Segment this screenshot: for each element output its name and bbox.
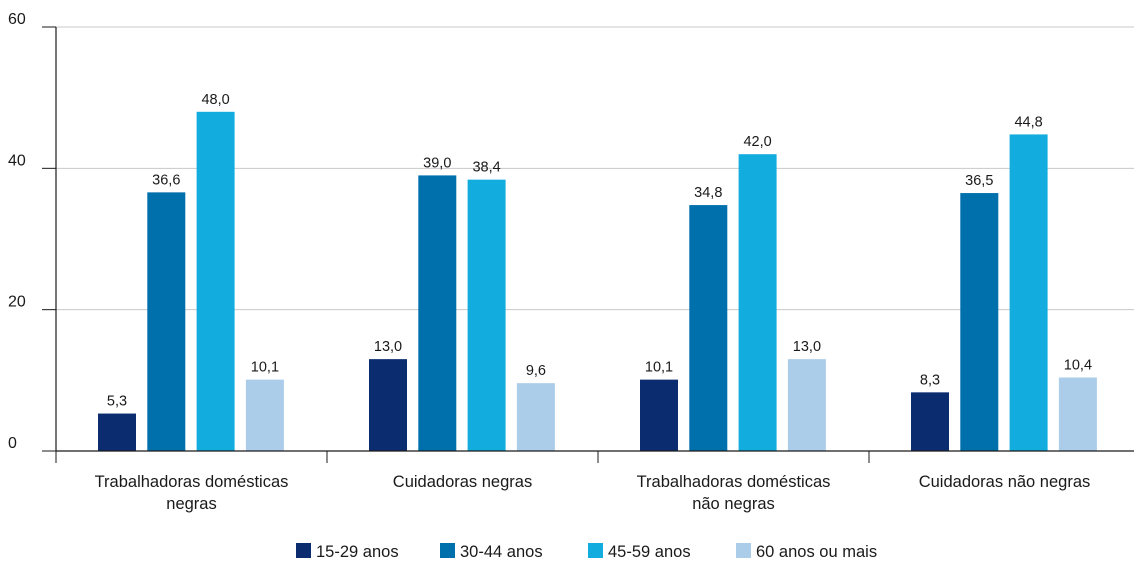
data-label: 13,0 — [374, 339, 402, 355]
bars — [98, 111, 1097, 452]
data-label: 10,1 — [251, 360, 279, 376]
x-tick-label: Trabalhadoras domésticas — [637, 473, 831, 491]
bar — [787, 359, 826, 451]
x-tick-label: Cuidadoras não negras — [919, 473, 1091, 491]
x-tick-label: negras — [166, 495, 216, 513]
legend-swatch — [296, 543, 311, 558]
y-tick-label: 20 — [8, 294, 26, 311]
bar — [738, 154, 777, 451]
y-tick-label: 40 — [8, 152, 26, 169]
bar — [98, 413, 136, 451]
data-label: 42,0 — [743, 134, 771, 150]
data-label: 36,6 — [152, 172, 180, 188]
bar — [147, 192, 186, 452]
x-tick-label: não negras — [692, 495, 775, 513]
y-tick-label: 60 — [8, 11, 26, 28]
bar — [911, 392, 949, 451]
axes: 0 20 40 60 Trabalhadoras domésticas negras Cui… — [8, 11, 1134, 513]
data-label: 10,4 — [1064, 358, 1092, 374]
bar — [1009, 134, 1048, 451]
bar — [418, 175, 457, 451]
data-label: 39,0 — [423, 155, 451, 171]
data-label: 44,8 — [1014, 114, 1042, 130]
bar — [196, 111, 235, 452]
data-label: 38,4 — [472, 160, 500, 176]
data-labels: 5,3 13,0 10,1 8,3 36,6 39,0 34,8 36,5 48,0 38,4 42… — [107, 92, 1092, 410]
data-label: 9,6 — [526, 363, 546, 379]
data-label: 10,1 — [645, 360, 673, 376]
legend-item: 45-59 anos — [588, 543, 691, 561]
legend-swatch — [588, 543, 603, 558]
legend-swatch — [736, 543, 751, 558]
bar — [640, 379, 678, 451]
legend-item: 15-29 anos — [296, 543, 399, 561]
legend-label: 60 anos ou mais — [756, 543, 877, 561]
legend-label: 15-29 anos — [316, 543, 399, 561]
bar — [245, 379, 284, 451]
data-label: 48,0 — [201, 92, 229, 108]
bar — [960, 193, 999, 452]
bar — [369, 359, 407, 451]
data-label: 13,0 — [793, 339, 821, 355]
x-tick-label: Cuidadoras negras — [393, 473, 532, 491]
x-tick-label: Trabalhadoras domésticas — [95, 473, 289, 491]
bar — [516, 383, 555, 451]
data-label: 5,3 — [107, 394, 127, 410]
data-label: 34,8 — [694, 185, 722, 201]
y-tick-label: 0 — [8, 435, 17, 452]
legend-swatch — [440, 543, 455, 558]
legend-item: 30-44 anos — [440, 543, 543, 561]
legend: 15-29 anos 30-44 anos 45-59 anos 60 anos ou… — [296, 543, 877, 561]
bar — [467, 179, 506, 451]
data-label: 8,3 — [920, 372, 940, 388]
data-label: 36,5 — [965, 173, 993, 189]
bar — [689, 205, 728, 451]
bar — [1058, 377, 1097, 451]
gridlines — [56, 26, 1134, 311]
legend-item: 60 anos ou mais — [736, 543, 877, 561]
legend-label: 45-59 anos — [608, 543, 691, 561]
legend-label: 30-44 anos — [460, 543, 543, 561]
